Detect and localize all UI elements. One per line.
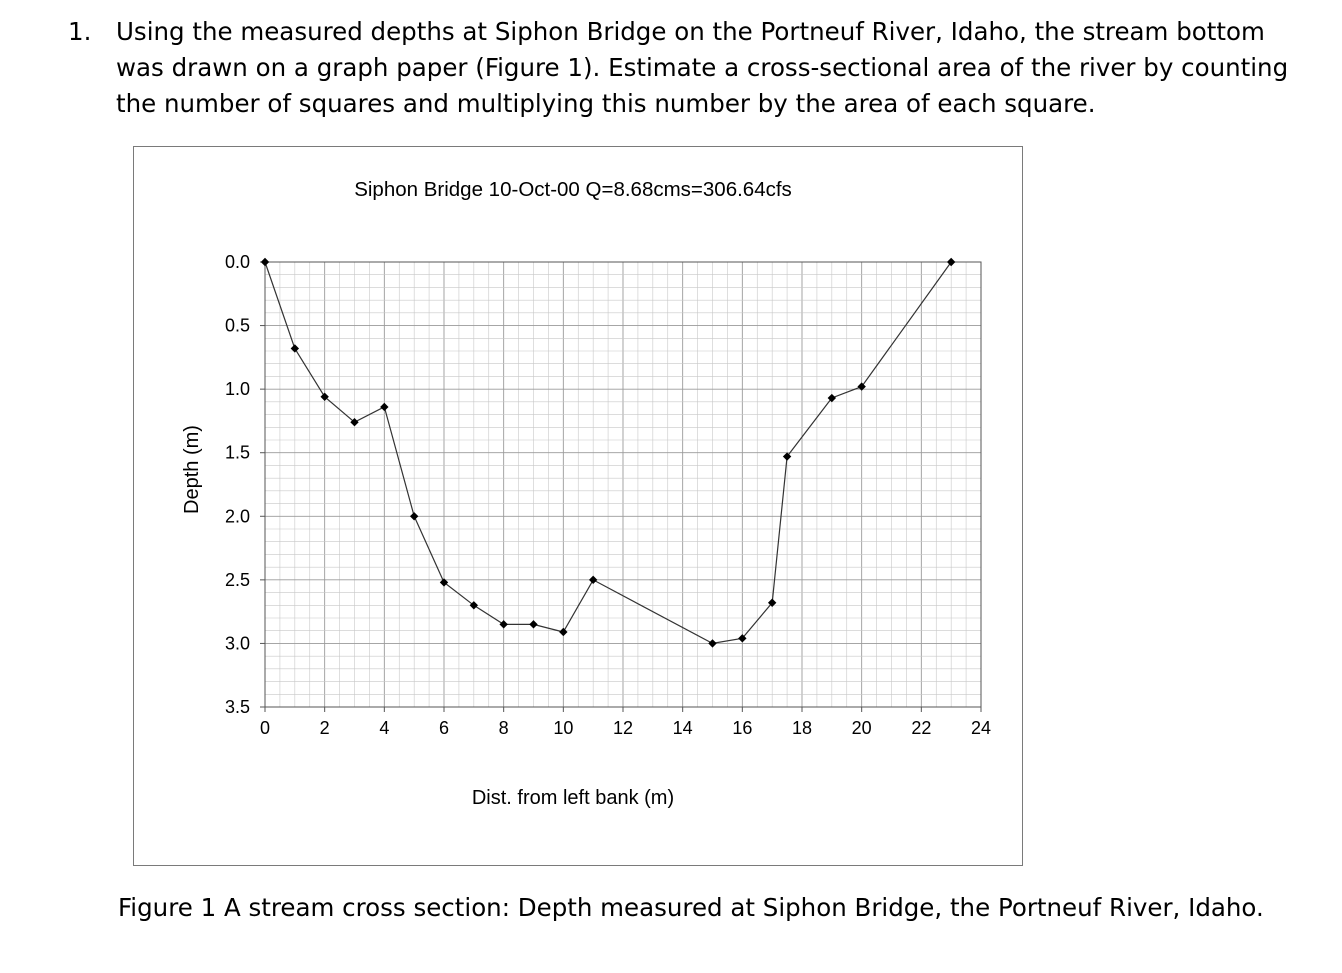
data-point-marker bbox=[946, 257, 956, 267]
x-tick-label: 10 bbox=[553, 718, 573, 738]
x-axis-label: Dist. from left bank (m) bbox=[472, 787, 674, 809]
chart-title: Siphon Bridge 10-Oct-00 Q=8.68cms=306.64… bbox=[354, 178, 792, 201]
question: 1. Using the measured depths at Siphon B… bbox=[60, 14, 1320, 122]
x-tick-label: 2 bbox=[320, 718, 330, 738]
question-text: Using the measured depths at Siphon Brid… bbox=[116, 14, 1320, 122]
x-tick-label: 16 bbox=[732, 718, 752, 738]
y-tick-label: 1.5 bbox=[225, 443, 250, 463]
data-point-marker bbox=[380, 402, 389, 412]
data-point-marker bbox=[320, 392, 329, 401]
data-point-marker bbox=[439, 578, 449, 587]
y-tick-label: 0.0 bbox=[225, 252, 250, 272]
y-tick-label: 2.0 bbox=[225, 506, 250, 526]
chart-grid bbox=[264, 261, 982, 708]
data-point-marker bbox=[350, 418, 359, 427]
data-point-marker bbox=[290, 344, 300, 353]
x-tick-label: 20 bbox=[852, 718, 872, 738]
x-tick-label: 18 bbox=[792, 718, 812, 738]
data-point-marker bbox=[260, 257, 270, 267]
x-tick-label: 22 bbox=[911, 718, 931, 738]
data-point-marker bbox=[708, 639, 717, 648]
x-tick-label: 0 bbox=[260, 718, 270, 738]
question-line-3: the number of squares and multiplying th… bbox=[116, 89, 1096, 118]
y-tick-label: 2.5 bbox=[225, 570, 250, 590]
question-line-2: was drawn on a graph paper (Figure 1). E… bbox=[116, 53, 1289, 82]
y-tick-label: 1.0 bbox=[225, 379, 250, 399]
y-axis-label: Depth (m) bbox=[181, 425, 203, 514]
figure-caption: Figure 1 A stream cross section: Depth m… bbox=[118, 893, 1264, 922]
depth-chart: 0 2 4 6 8 10 12 14 16 18 20 22 240.00.51.01.52.02.53… bbox=[181, 178, 991, 809]
question-line-1: Using the measured depths at Siphon Brid… bbox=[116, 17, 1265, 46]
y-tick-label: 3.0 bbox=[225, 633, 250, 653]
data-point-marker bbox=[857, 382, 866, 391]
x-tick-label: 24 bbox=[971, 718, 991, 738]
x-tick-label: 4 bbox=[379, 718, 389, 738]
data-point-marker bbox=[782, 452, 792, 461]
x-tick-label: 6 bbox=[439, 718, 449, 738]
data-point-marker bbox=[409, 512, 419, 521]
data-point-marker bbox=[499, 620, 508, 629]
data-point-marker bbox=[827, 393, 837, 403]
data-point-marker bbox=[588, 575, 598, 585]
x-tick-label: 14 bbox=[673, 718, 693, 738]
data-point-marker bbox=[559, 627, 568, 637]
data-point-marker bbox=[529, 620, 538, 629]
y-tick-label: 3.5 bbox=[225, 697, 250, 717]
figure-box: 0 2 4 6 8 10 12 14 16 18 20 22 24 0.0 0.5 1.0 1.5 2.0 2.5 3… bbox=[133, 146, 1023, 866]
chart-ticks: 0 2 4 6 8 10 12 14 16 18 20 22 240.00.51.01.52.02.53… bbox=[225, 252, 991, 738]
y-tick-label: 0.5 bbox=[225, 316, 250, 336]
x-tick-label: 8 bbox=[499, 718, 509, 738]
question-number: 1. bbox=[68, 17, 92, 46]
x-tick-label: 12 bbox=[613, 718, 633, 738]
